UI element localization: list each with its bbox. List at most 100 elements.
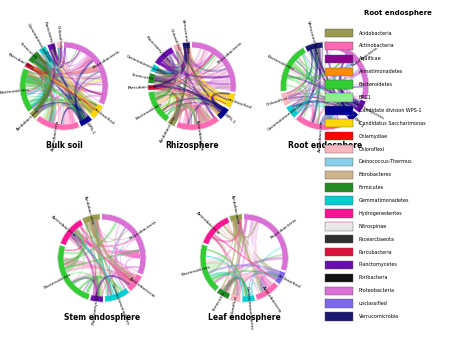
Text: unclassified: unclassified [359,301,388,306]
Polygon shape [177,49,229,78]
Polygon shape [154,49,182,79]
Polygon shape [148,85,154,90]
Polygon shape [154,49,183,82]
Text: WPS-1: WPS-1 [352,116,365,129]
Bar [325,287,353,295]
Text: Bacteroidetes: Bacteroidetes [266,55,295,72]
Polygon shape [200,245,219,291]
Polygon shape [296,115,349,130]
Text: Actinobacteria: Actinobacteria [196,211,221,236]
Polygon shape [91,220,140,259]
Polygon shape [176,116,219,130]
Text: Acidobacteria: Acidobacteria [159,116,177,144]
Polygon shape [90,295,103,302]
Polygon shape [355,99,366,113]
Polygon shape [161,60,206,124]
Polygon shape [26,78,97,111]
Text: Proteobacteria: Proteobacteria [91,49,120,69]
Bar [325,274,353,282]
Polygon shape [173,43,182,51]
Text: Proteobacteria: Proteobacteria [129,220,157,241]
Text: Proteobacteria: Proteobacteria [351,46,379,67]
Polygon shape [217,288,230,299]
Polygon shape [325,42,369,99]
Polygon shape [60,219,83,245]
Polygon shape [127,274,142,291]
Polygon shape [168,118,177,127]
Text: Poribacteria: Poribacteria [359,275,388,280]
Polygon shape [155,47,174,65]
Text: Hydrogenedentes: Hydrogenedentes [359,211,402,216]
Polygon shape [305,42,323,52]
Polygon shape [42,52,76,124]
Polygon shape [58,245,90,300]
Bar [325,132,353,140]
Text: unclassified: unclassified [92,107,115,126]
Polygon shape [154,76,230,91]
Text: Gemmatimonadetes: Gemmatimonadetes [245,285,254,330]
Text: Parcubacteria: Parcubacteria [359,250,392,255]
Text: Proteobacteria: Proteobacteria [270,217,298,239]
Polygon shape [64,230,81,274]
Text: Planctomycetes: Planctomycetes [145,35,171,64]
Text: Aquificae: Aquificae [359,56,382,61]
Polygon shape [28,51,40,64]
Polygon shape [105,288,129,302]
Polygon shape [281,47,306,91]
Text: Chloroflexi: Chloroflexi [55,25,62,48]
Polygon shape [234,220,280,279]
Bar [325,299,353,308]
Polygon shape [30,57,46,73]
Bar [325,196,353,205]
Polygon shape [229,214,242,222]
Polygon shape [182,42,190,49]
Text: WPS-1: WPS-1 [84,121,95,136]
Polygon shape [347,111,358,122]
Bar [325,235,353,244]
Bar [325,158,353,166]
Text: Nitrospinae: Nitrospinae [359,224,387,229]
Polygon shape [176,49,220,115]
Polygon shape [160,50,182,68]
Bar [325,106,353,115]
Text: unclassified: unclassified [276,273,301,289]
Text: Gemmatimonadetes: Gemmatimonadetes [110,283,130,326]
Polygon shape [79,116,92,127]
Polygon shape [36,56,93,72]
Text: Gemmatimonadetes: Gemmatimonadetes [26,23,52,63]
Polygon shape [90,104,103,119]
Bar [325,261,353,269]
Text: Gemmatimonadetes: Gemmatimonadetes [266,101,304,132]
Polygon shape [88,220,136,286]
Polygon shape [319,108,352,125]
Text: Actinobacteria: Actinobacteria [359,43,394,49]
Bar [325,67,353,76]
Polygon shape [260,271,280,292]
Text: Planctomycetes: Planctomycetes [91,290,100,325]
Bar [325,183,353,192]
Polygon shape [154,48,189,83]
Polygon shape [155,55,177,101]
Polygon shape [90,220,136,284]
Text: Bulk soil: Bulk soil [46,141,82,150]
Text: Candidatus Saccharimonas: Candidatus Saccharimonas [359,121,426,126]
Polygon shape [30,49,55,70]
Text: Actinobacteria: Actinobacteria [262,285,283,314]
Text: Chloroflexi: Chloroflexi [265,96,289,107]
Polygon shape [348,68,361,106]
Text: Candidate division WPS-1: Candidate division WPS-1 [359,108,421,113]
Text: Bacteroidetes: Bacteroidetes [43,272,72,290]
Polygon shape [223,220,242,293]
Polygon shape [177,49,192,125]
Text: Planctomycetes: Planctomycetes [359,262,398,268]
Bar [325,55,353,63]
Text: Firmicutes: Firmicutes [132,73,154,81]
Polygon shape [35,52,51,68]
Text: Firmicutes: Firmicutes [212,291,227,312]
Text: Root endosphere: Root endosphere [364,10,432,16]
Polygon shape [225,93,236,108]
Text: Proteobacteria: Proteobacteria [359,288,395,293]
Polygon shape [26,52,51,83]
Text: Bacteroidetes: Bacteroidetes [359,82,393,87]
Text: unclassified: unclassified [226,97,252,110]
